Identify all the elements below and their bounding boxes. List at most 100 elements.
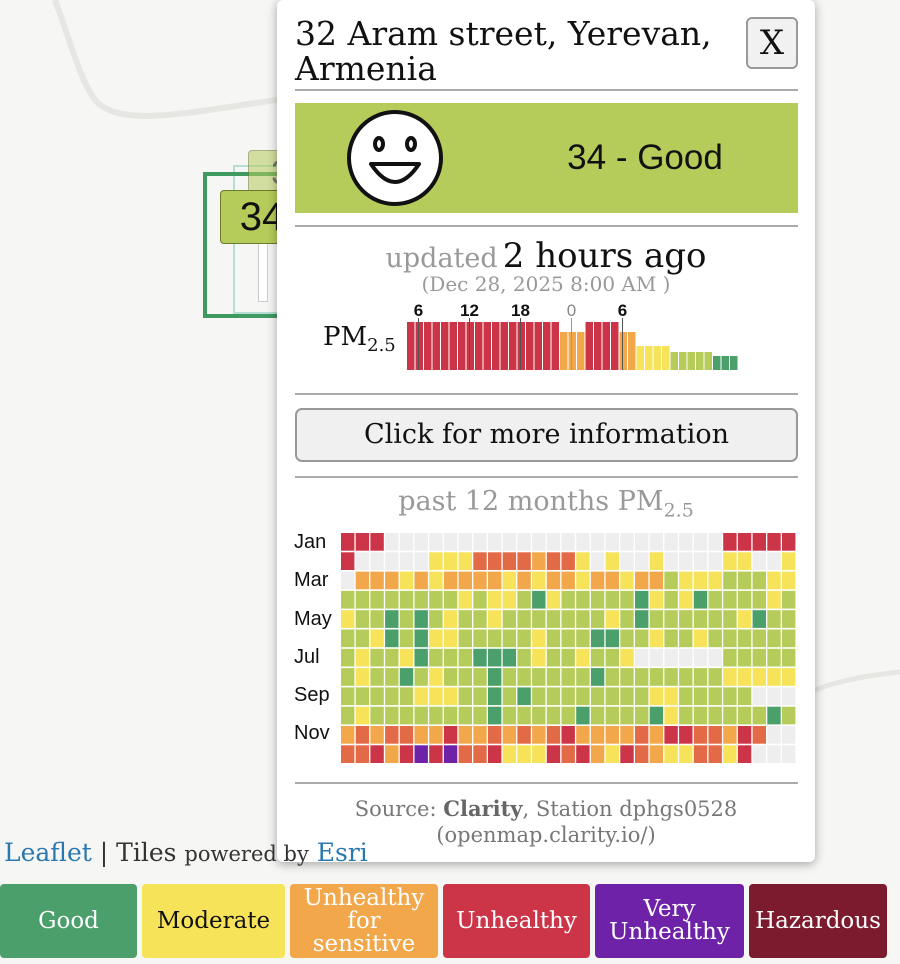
calendar-cell [590,648,605,667]
calendar-cell [649,533,664,551]
calendar-cell [385,571,399,590]
calendar-cell [737,571,752,590]
marker-pin [258,240,268,302]
calendar-cell [429,687,443,706]
updated-value: 2 hours ago [502,236,707,276]
calendar-cell [385,648,399,667]
calendar-cell [385,552,399,570]
hour-bar [509,322,517,370]
calendar-cell [502,726,517,744]
calendar-cell [693,610,708,628]
leaflet-link[interactable]: Leaflet [4,838,92,867]
calendar-cell [473,590,487,609]
hourly-pm-chart: 6 12 18 0 6 [407,301,738,370]
updated-date: (Dec 28, 2025 8:00 AM ) [421,272,671,296]
divider [295,225,798,227]
hour-bar [653,346,661,370]
calendar-cell [737,726,752,744]
calendar-cell [649,571,664,590]
calendar-cell [590,687,605,706]
aqi-value: 34 - Good [567,138,723,177]
aqi-status-band: 34 - Good [295,103,798,213]
calendar-cell [767,687,781,706]
calendar-cell [664,552,678,570]
calendar-cell [752,687,766,706]
calendar-cell [723,610,737,628]
calendar-cell [708,533,722,551]
source-credit: Source: Clarity, Station dphgs0528 (open… [354,796,738,847]
legend-very-unhealthy: Very Unhealthy [595,884,744,958]
calendar-cell [370,687,384,706]
calendar-cell [767,571,781,590]
calendar-cell [576,533,590,551]
calendar-cell [649,629,664,648]
calendar-cell [620,552,634,570]
calendar-cell [561,745,575,763]
calendar-cell [355,590,370,609]
calendar-cell [737,745,752,763]
calendar-cell [708,706,722,725]
calendar-cell [767,552,781,570]
hour-bar [577,332,585,370]
calendar-cell [385,533,399,551]
calendar-cell [355,648,370,667]
calendar-cell [532,726,546,744]
calendar-cell [488,687,502,706]
calendar-cell [429,706,443,725]
hour-tick-label: 0 [567,301,576,320]
hour-bar [696,352,704,370]
calendar-cell [782,571,796,590]
calendar-cell [532,629,546,648]
calendar-heatmap [341,533,796,763]
calendar-cell [664,533,678,551]
month-label-jan: Jan [294,531,327,553]
calendar-cell [429,745,443,763]
calendar-cell [443,533,458,551]
calendar-cell [664,668,678,686]
hour-bar [713,356,721,370]
calendar-cell [458,745,472,763]
calendar-cell [620,629,634,648]
calendar-cell [341,745,355,763]
hour-bar [415,322,423,370]
calendar-cell [399,687,414,706]
calendar-cell [605,533,619,551]
calendar-cell [664,706,678,725]
hour-bar [704,352,712,370]
calendar-cell [517,706,531,725]
smiley-face-icon [347,110,443,206]
updated-label: updated [385,243,498,274]
calendar-cell [679,552,693,570]
calendar-cell [473,629,487,648]
esri-link[interactable]: Esri [316,838,368,867]
calendar-cell [370,668,384,686]
calendar-cell [561,706,575,725]
calendar-cell [723,552,737,570]
hour-bar [483,322,491,370]
calendar-cell [517,629,531,648]
calendar-cell [708,571,722,590]
pm25-label: PM2.5 [323,322,396,357]
source-url[interactable]: (openmap.clarity.io/) [436,823,656,847]
calendar-cell [723,648,737,667]
calendar-cell [443,629,458,648]
calendar-cell [488,533,502,551]
calendar-cell [708,687,722,706]
close-button[interactable]: X [746,17,798,69]
calendar-cell [517,590,531,609]
calendar-cell [664,610,678,628]
calendar-cell [473,571,487,590]
calendar-cell [605,687,619,706]
more-info-button[interactable]: Click for more information [295,408,798,462]
calendar-cell [370,706,384,725]
calendar-cell [620,706,634,725]
calendar-cell [458,552,472,570]
calendar-cell [693,571,708,590]
calendar-cell [443,726,458,744]
calendar-cell [782,610,796,628]
calendar-cell [752,590,766,609]
calendar-cell [532,648,546,667]
calendar-cell [532,687,546,706]
calendar-cell [782,552,796,570]
past-12-months-title: past 12 months PM2.5 [398,486,694,522]
